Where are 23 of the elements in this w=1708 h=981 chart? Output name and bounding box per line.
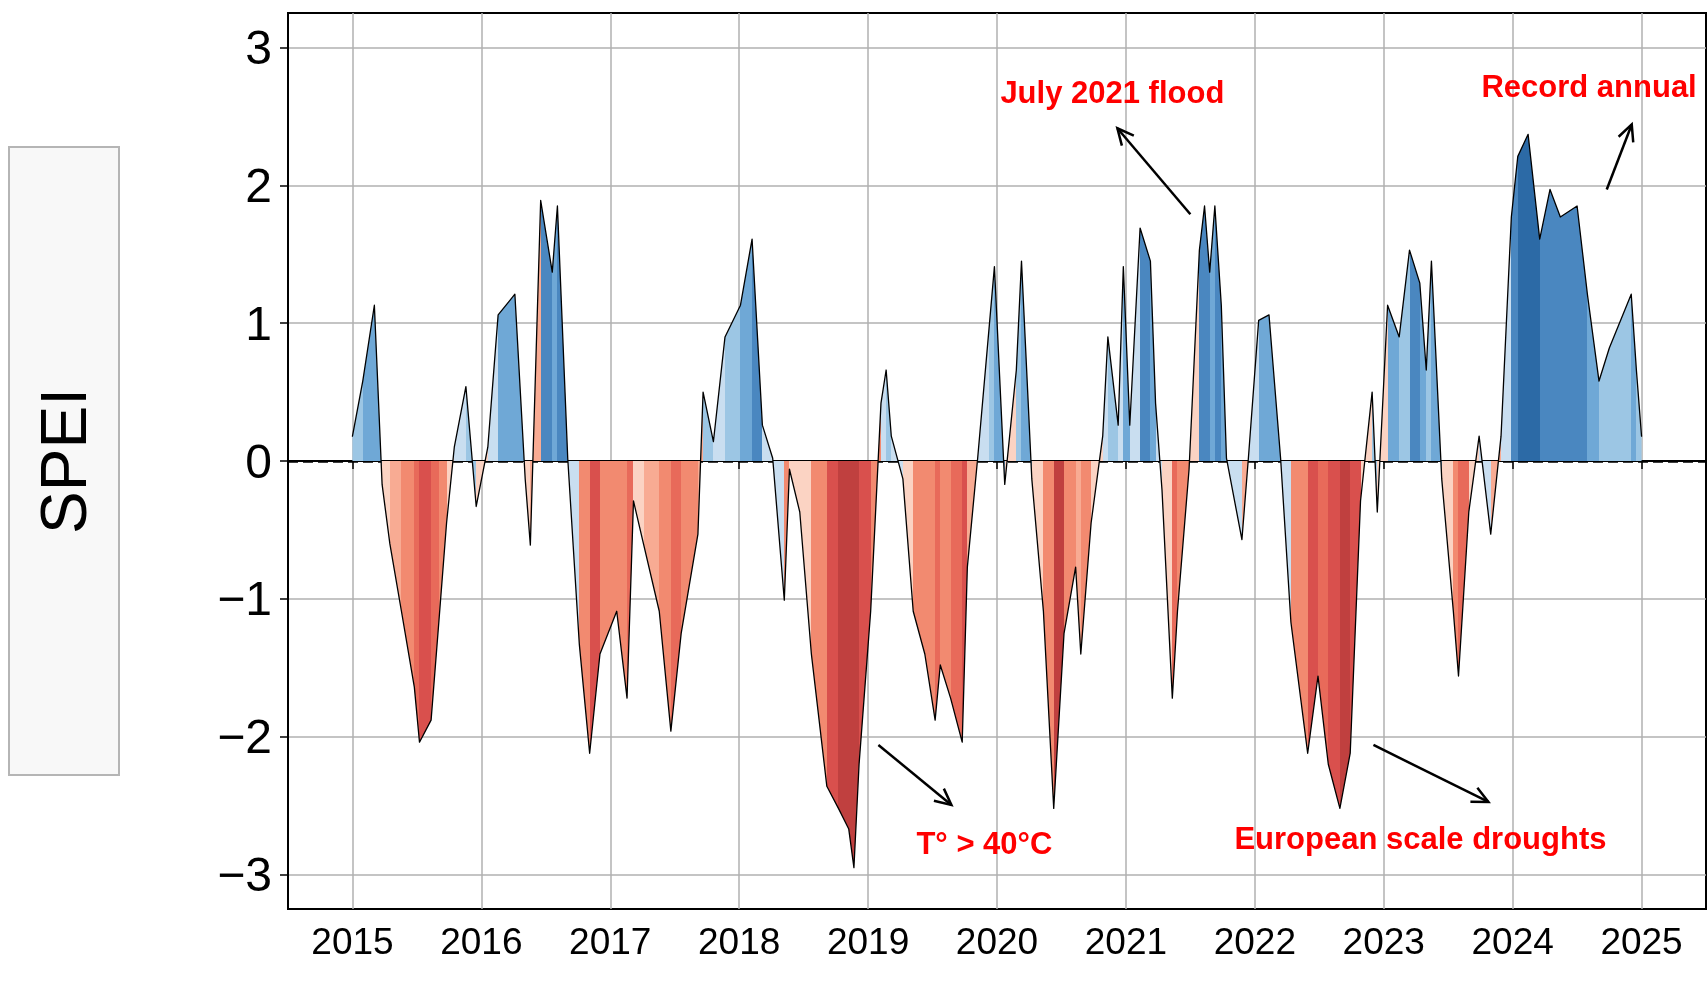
y-tick-label: 1 [245,296,272,350]
x-tick-label: 2022 [1213,921,1296,962]
x-tick-label: 2020 [955,921,1039,962]
annotation: July 2021 flood [1000,74,1225,110]
annotation: T° > 40°C [916,826,1053,862]
annotation: European scale droughts [1234,821,1607,857]
y-tick-label: −3 [217,848,272,902]
y-tick-label: 0 [245,434,272,488]
x-tick-label: 2017 [569,921,652,962]
x-tick-label: 2021 [1084,921,1168,962]
x-tick-label: 2023 [1342,921,1425,962]
x-tick-label: 2019 [826,921,910,962]
y-tick-label: −1 [217,572,272,626]
annotation: Record annual [1481,68,1697,104]
x-tick-label: 2016 [440,921,523,962]
y-tick-label: 2 [245,158,272,212]
y-tick-label: −2 [217,710,272,764]
x-tick-label: 2024 [1471,921,1554,962]
y-tick-label: 3 [245,20,272,74]
x-tick-label: 2018 [698,921,781,962]
x-tick-label: 2015 [311,921,394,962]
x-tick-label: 2025 [1600,921,1683,962]
y-axis-title: SPEI [28,388,100,534]
